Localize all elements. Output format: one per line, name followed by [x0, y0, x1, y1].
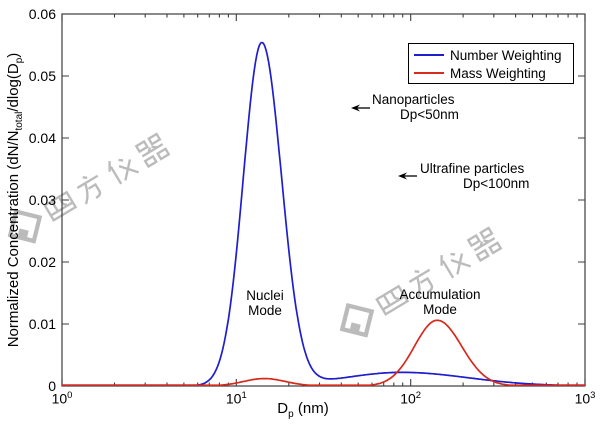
annotation-line: Accumulation — [399, 287, 481, 302]
y-axis-label-text: ) — [5, 52, 22, 58]
watermark-char-icon — [134, 131, 171, 168]
y-axis-label-sub-total: total — [14, 111, 25, 131]
y-axis-label-text: /dlog(D — [5, 63, 22, 112]
x-axis-label-sub-p: p — [288, 409, 294, 420]
watermark-char-icon — [76, 174, 101, 205]
watermark — [330, 219, 508, 348]
x-axis-label-text: (nm) — [293, 400, 329, 417]
x-axis-label: Dp (nm) — [258, 400, 348, 420]
legend: Number Weighting Mass Weighting — [408, 43, 574, 84]
y-tick-label: 0.01 — [28, 316, 56, 332]
y-tick-label: 0.06 — [28, 6, 56, 22]
annotation-line: Mode — [423, 302, 457, 317]
annotation-line: Ultrafine particles — [420, 161, 525, 176]
legend-label: Number Weighting — [450, 47, 562, 63]
watermark-char-icon — [108, 158, 139, 185]
watermark-char-icon — [466, 225, 503, 262]
y-axis-label-text: Normalized Concentration (dN/N — [5, 130, 22, 348]
annotation-nanoparticles: Nanoparticles Dp<50nm — [370, 92, 484, 122]
watermark-logo-icon — [339, 302, 375, 338]
legend-label: Mass Weighting — [450, 65, 546, 81]
legend-item: Mass Weighting — [409, 64, 573, 82]
x-tick-label: 101 — [225, 390, 247, 407]
annotation-line: Mode — [248, 303, 282, 318]
x-axis-label-text: D — [277, 400, 289, 417]
ultrafine-arrow-left-icon — [398, 172, 417, 180]
annotation-line: Dp<50nm — [400, 107, 459, 122]
y-tick-label: 0.02 — [28, 254, 56, 270]
annotation-line: Nuclei — [246, 288, 284, 303]
watermark-char-icon — [374, 284, 409, 316]
annotation-line: Dp<100nm — [463, 176, 530, 191]
annotation-ultrafine-particles: Ultrafine particles Dp<100nm — [418, 161, 538, 191]
x-tick-label: 103 — [574, 390, 596, 407]
legend-line-swatch — [414, 72, 444, 74]
nanoparticles-arrow-left-icon — [351, 104, 370, 112]
watermark-logo-icon — [7, 208, 43, 244]
y-tick-label: 0.03 — [28, 192, 56, 208]
y-axis-label: Normalized Concentration (dN/Ntotal/dlog… — [5, 0, 25, 418]
y-axis-tick-labels: 0 0.01 0.02 0.03 0.04 0.05 0.06 — [12, 0, 56, 436]
annotation-line: Nanoparticles — [372, 92, 455, 107]
annotation-accumulation-mode: Accumulation Mode — [391, 287, 489, 317]
y-tick-label: 0.04 — [28, 130, 56, 146]
watermark — [0, 125, 176, 254]
y-axis-label-sub-p: p — [14, 57, 25, 64]
x-tick-label: 100 — [51, 390, 73, 407]
y-tick-label: 0.05 — [28, 68, 56, 84]
series-curve-mass-weighting — [62, 319, 585, 387]
watermark-char-icon — [408, 268, 433, 299]
legend-item: Number Weighting — [409, 46, 573, 64]
legend-line-swatch — [414, 54, 444, 56]
watermark-char-icon — [440, 252, 471, 279]
x-tick-label: 102 — [400, 390, 422, 407]
y-tick-label: 0 — [48, 378, 56, 394]
annotation-nuclei-mode: Nuclei Mode — [227, 288, 303, 318]
